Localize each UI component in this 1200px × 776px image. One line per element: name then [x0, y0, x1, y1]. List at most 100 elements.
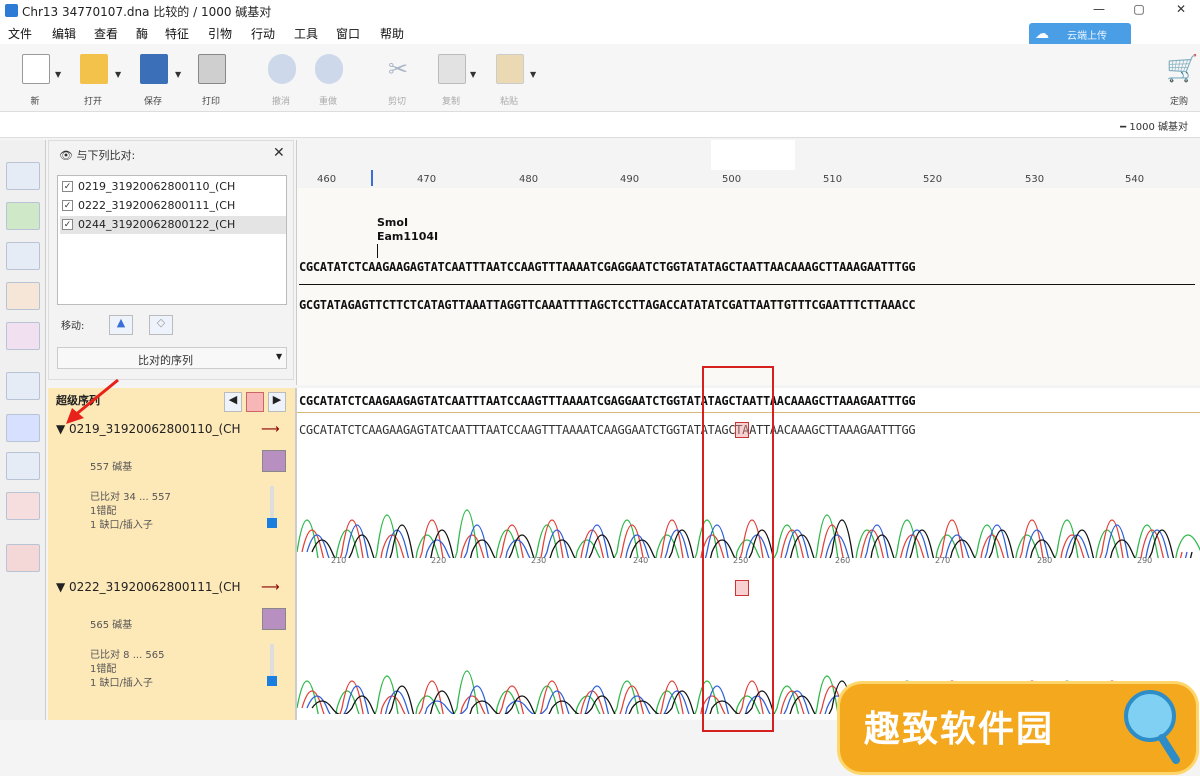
- checkbox[interactable]: ✓: [62, 219, 73, 230]
- trace-tick: 250: [733, 556, 749, 565]
- checkbox[interactable]: ✓: [62, 200, 73, 211]
- ruler-tick: 530: [1025, 174, 1045, 185]
- list-item[interactable]: ✓ 0244_31920062800122_(CH: [60, 216, 286, 234]
- scissors-icon: ✂: [387, 55, 409, 83]
- move-down-button[interactable]: ◇: [149, 315, 173, 335]
- maximize-button[interactable]: ▢: [1133, 2, 1145, 16]
- list-item[interactable]: ✓ 0222_31920062800111_(CH: [60, 197, 286, 215]
- minimize-button[interactable]: —: [1093, 2, 1105, 16]
- top-strand[interactable]: CGCATATCTCAAGAAGAGTATCAATTTAATCCAAGTTTAA…: [299, 260, 916, 274]
- open-dropdown-icon[interactable]: ▼: [115, 70, 122, 79]
- sequence-map-view[interactable]: 460 470 480 490 500 510 520 530 540 SmoI…: [296, 140, 1200, 385]
- menu-view[interactable]: 查看: [94, 27, 119, 41]
- chromatogram-view[interactable]: CGCATATCTCAAGAAGAGTATCAATTTAATCCAAGTTTAA…: [296, 388, 1200, 720]
- clipboard-icon: [496, 54, 524, 84]
- slider-knob[interactable]: [267, 676, 277, 686]
- trace-name[interactable]: ▼ 0219_31920062800110_(CH: [56, 422, 241, 436]
- trace-ruler: 210 220 230 240 250 260 270 280 290: [297, 556, 1200, 568]
- forward-arrow-tool-icon[interactable]: [6, 202, 40, 230]
- trace-tick: 210: [331, 556, 347, 565]
- trace-name[interactable]: ▼ 0222_31920062800111_(CH: [56, 580, 241, 594]
- folder-icon: [80, 54, 108, 84]
- bottom-strand[interactable]: GCGTATAGAGTTCTTCTCATAGTTAAATTAGGTTCAAATT…: [299, 298, 916, 312]
- cut-button[interactable]: ✂ 剪切: [374, 50, 420, 108]
- aligned-sequences-label: 比对的序列: [138, 354, 193, 367]
- title-bar: Chr13 34770107.dna 比较的 / 1000 碱基对 — ▢ ✕: [0, 0, 1200, 22]
- menu-features[interactable]: 特征: [165, 27, 190, 41]
- enzyme-site-label[interactable]: SmoI: [377, 216, 409, 229]
- redo-icon: [315, 54, 343, 84]
- menu-tools[interactable]: 工具: [294, 27, 319, 41]
- prev-button[interactable]: ◀: [224, 392, 242, 412]
- trace-zoom-slider[interactable]: [270, 486, 274, 522]
- strand-axis: [299, 284, 1195, 285]
- save-button[interactable]: 保存: [130, 50, 176, 108]
- ruler-highlight: [711, 140, 795, 170]
- trace-aligned-range: 已比对 34 ... 557: [90, 492, 171, 503]
- mismatch-indicator[interactable]: [246, 392, 264, 412]
- paste-button[interactable]: 粘贴: [486, 50, 532, 108]
- paste-label: 粘贴: [499, 97, 518, 107]
- feature-tool-icon[interactable]: [6, 372, 40, 400]
- chromatogram-trace-1: [297, 509, 1200, 558]
- menu-primers[interactable]: 引物: [208, 27, 233, 41]
- sequence-text-tool-icon[interactable]: [6, 492, 40, 520]
- new-label: 新: [30, 97, 40, 107]
- position-ruler: 460 470 480 490 500 510 520 530 540: [297, 140, 1200, 188]
- chromatogram-icon[interactable]: [262, 450, 286, 472]
- consensus-sequence[interactable]: CGCATATCTCAAGAAGAGTATCAATTTAATCCAAGTTTAA…: [299, 394, 916, 408]
- menu-actions[interactable]: 行动: [251, 27, 276, 41]
- linearize-tool-icon[interactable]: [6, 162, 40, 190]
- close-window-button[interactable]: ✕: [1175, 2, 1187, 16]
- trace-tick: 240: [633, 556, 649, 565]
- save-icon: [140, 54, 168, 84]
- sequence-size: ━ 1000 碱基对: [1120, 122, 1188, 133]
- trace-sequence[interactable]: CGCATATCTCAAGAAGAGTATCAATTTAATCCAAGTTTAA…: [299, 423, 916, 437]
- trace-tick: 280: [1037, 556, 1053, 565]
- paste-dropdown-icon[interactable]: ▼: [530, 70, 537, 79]
- cloud-upload-label: 云端上传: [1067, 31, 1107, 42]
- translation-tool-icon[interactable]: [6, 414, 40, 442]
- order-button[interactable]: 🛒 定购: [1156, 50, 1200, 108]
- aligned-sequences-dropdown[interactable]: 比对的序列 ▼: [57, 347, 287, 369]
- trace-length: 565 碱基: [90, 620, 133, 631]
- list-item[interactable]: ✓ 0219_31920062800110_(CH: [60, 178, 286, 196]
- align-lines-tool-icon[interactable]: [6, 242, 40, 270]
- slider-knob[interactable]: [267, 518, 277, 528]
- cca-tool-icon[interactable]: [6, 544, 40, 572]
- menu-enzymes[interactable]: 酶: [136, 27, 149, 41]
- cart-icon: 🛒: [1166, 54, 1199, 84]
- trace-tick: 260: [835, 556, 851, 565]
- undo-button[interactable]: 撤消: [258, 50, 304, 108]
- new-dropdown-icon[interactable]: ▼: [55, 70, 62, 79]
- ruler-tool-icon[interactable]: [6, 452, 40, 480]
- trace-zoom-slider[interactable]: [270, 644, 274, 680]
- new-button[interactable]: 新: [12, 50, 58, 108]
- chromatogram-icon[interactable]: [262, 608, 286, 630]
- copy-button[interactable]: 复制: [428, 50, 474, 108]
- cloud-upload-button[interactable]: ☁ 云端上传: [1029, 23, 1131, 46]
- next-button[interactable]: ▶: [268, 392, 286, 412]
- list-item-label: 0222_31920062800111_(CH: [78, 199, 236, 212]
- ruler-tick: 500: [722, 174, 742, 185]
- move-up-button[interactable]: ▲: [109, 315, 133, 335]
- save-label: 保存: [143, 97, 162, 107]
- copy-icon: [438, 54, 466, 84]
- mismatch-highlight: [735, 422, 749, 438]
- trace-direction-icon: ⟶: [261, 580, 280, 595]
- print-button[interactable]: 打印: [188, 50, 234, 108]
- copy-dropdown-icon[interactable]: ▼: [470, 70, 477, 79]
- menu-edit[interactable]: 编辑: [52, 27, 77, 41]
- bracket-tool-icon[interactable]: [6, 322, 40, 350]
- enzyme-site-label[interactable]: Eam1104I: [377, 230, 439, 243]
- redo-button[interactable]: 重做: [305, 50, 351, 108]
- checkbox[interactable]: ✓: [62, 181, 73, 192]
- move-label: 移动:: [61, 321, 85, 332]
- menu-window[interactable]: 窗口: [336, 27, 361, 41]
- menu-help[interactable]: 帮助: [380, 27, 405, 41]
- close-icon[interactable]: ✕: [273, 145, 285, 161]
- menu-file[interactable]: 文件: [8, 27, 33, 41]
- open-button[interactable]: 打开: [70, 50, 116, 108]
- swap-tool-icon[interactable]: [6, 282, 40, 310]
- save-dropdown-icon[interactable]: ▼: [175, 70, 182, 79]
